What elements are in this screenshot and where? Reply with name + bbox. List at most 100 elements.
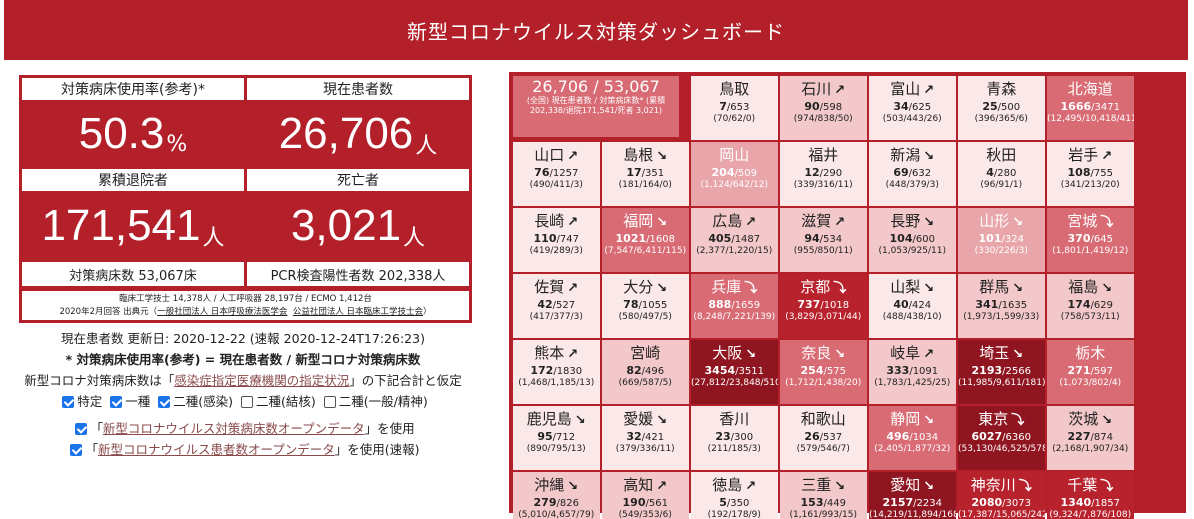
patients-per-beds: 1666/3471 [1060,100,1120,113]
prefecture-cell[interactable]: 鹿児島 ↘ 95/712 (890/795/13) [513,406,600,470]
checkbox-beds-opendata[interactable] [75,423,88,435]
patients-per-beds: 2080/3073 [971,496,1031,509]
patients-opendata-link[interactable]: 新型コロナウイルス患者数オープンデータ [97,442,335,457]
prefecture-cell[interactable]: 富山 ↗ 34/625 (503/443/26) [869,76,956,140]
trend-up-icon: ↗ [745,215,757,230]
prefecture-cell[interactable]: 愛媛 ↘ 32/421 (379/336/11) [602,406,689,470]
checkbox-isshu[interactable] [110,396,123,408]
prefecture-cell[interactable]: 秋田 4/280 (96/91/1) [958,142,1045,206]
prefecture-cell[interactable]: 福島 ↘ 174/629 (758/573/11) [1047,274,1134,338]
prefecture-cell[interactable]: 東京 ⤵ 6027/6360 (53,130/46,525/578) [958,406,1045,470]
prefecture-cell[interactable]: 熊本 ↗ 172/1830 (1,468/1,185/13) [513,340,600,404]
checkbox-tokutei[interactable] [62,396,75,408]
prefecture-cell[interactable]: 徳島 ↗ 5/350 (192/178/9) [691,472,778,519]
prefecture-cell[interactable]: 岡山 204/509 (1,124/642/12) [691,142,778,206]
prefecture-cell[interactable]: 高知 ↗ 190/561 (549/353/6) [602,472,689,519]
stats-panel: 対策病床使用率(参考)* 現在患者数 50.3% 26,706 人 累積退院者 死… [19,75,472,323]
prefecture-detail: (1,161/993/15) [789,510,857,519]
prefecture-cell[interactable]: 香川 23/300 (211/185/3) [691,406,778,470]
prefecture-cell[interactable]: 島根 ↘ 17/351 (181/164/0) [602,142,689,206]
checkbox-nishu-kekkaku[interactable] [241,396,254,408]
patients-per-beds: 204/509 [711,166,757,179]
prefecture-detail: (1,801/1,419/12) [1052,246,1129,256]
beds-opendata-link[interactable]: 新型コロナウイルス対策病床数オープンデータ [102,421,365,436]
prefecture-cell[interactable]: 岩手 ↗ 108/755 (341/213/20) [1047,142,1134,206]
prefecture-cell[interactable]: 沖縄 ↘ 279/826 (5,010/4,657/79) [513,472,600,519]
prefecture-cell[interactable]: 福岡 ↘ 1021/1608 (7,547/6,411/115) [602,208,689,272]
prefecture-cell[interactable]: 岐阜 ↗ 333/1091 (1,783/1,425/25) [869,340,956,404]
designated-hospitals-link[interactable]: 感染症指定医療機関の指定状況 [174,373,350,388]
prefecture-name: 山梨 ↘ [869,274,956,298]
prefecture-cell[interactable]: 京都 ⤵ 737/1018 (3,829/3,071/44) [780,274,867,338]
trend-flat-icon: ↘ [1012,281,1024,296]
prefecture-detail: (341/213/20) [1060,180,1120,190]
patients-per-beds: 108/755 [1067,166,1113,179]
prefecture-cell[interactable]: 神奈川 ⤵ 2080/3073 (17,387/15,065/242) [958,472,1045,519]
prefecture-cell[interactable]: 山梨 ↘ 40/424 (488/438/10) [869,274,956,338]
prefecture-cell[interactable]: 茨城 ↘ 227/874 (2,168/1,907/34) [1047,406,1134,470]
page-title: 新型コロナウイルス対策ダッシュボード [407,19,785,44]
prefecture-cell[interactable]: 新潟 ↘ 69/632 (448/379/3) [869,142,956,206]
prefecture-cell[interactable]: 奈良 ↘ 254/575 (1,712/1,438/20) [780,340,867,404]
patients-per-beds: 271/597 [1067,364,1113,377]
checkbox-patients-opendata[interactable] [70,444,83,456]
source-link-jsrcm[interactable]: 一般社団法人 日本呼吸療法医学会 [157,307,288,317]
prefecture-cell[interactable]: 大阪 ↘ 3454/3511 (27,812/23,848/510) [691,340,778,404]
prefecture-cell[interactable]: 長崎 ↗ 110/747 (419/289/3) [513,208,600,272]
prefecture-name: 神奈川 ⤵ [958,472,1045,496]
checkbox-nishu-ippan[interactable] [323,396,336,408]
prefecture-name: 群馬 ↘ [958,274,1045,298]
prefecture-cell[interactable]: 千葉 ⤵ 1340/1857 (9,324/7,876/108) [1047,472,1134,519]
prefecture-detail: (2,405/1,877/32) [874,444,951,454]
prefecture-cell[interactable]: 栃木 271/597 (1,073/802/4) [1047,340,1134,404]
trend-flat-icon: ↘ [656,215,668,230]
prefecture-detail: (974/838/50) [793,114,853,124]
patients-per-beds: 737/1018 [797,298,850,311]
prefecture-cell[interactable]: 広島 ↗ 405/1487 (2,377/1,220/15) [691,208,778,272]
prefecture-cell[interactable]: 大分 ↘ 78/1055 (580/497/5) [602,274,689,338]
prefecture-grid: 26,706 / 53,067 (全国) 現在患者数 / 対策病床数* (累積2… [509,72,1186,519]
prefecture-name: 沖縄 ↘ [513,472,600,496]
prefecture-detail: (1,124/642/12) [700,180,768,190]
prefecture-cell[interactable]: 静岡 ↘ 496/1034 (2,405/1,877/32) [869,406,956,470]
patients-per-beds: 888/1659 [708,298,761,311]
prefecture-cell[interactable]: 北海道 1666/3471 (12,495/10,418/411) [1047,76,1134,140]
bed-rate-label: 対策病床使用率(参考)* [22,78,244,100]
prefecture-cell[interactable]: 宮城 ⤵ 370/645 (1,801/1,419/12) [1047,208,1134,272]
prefecture-cell[interactable]: 長野 ↘ 104/600 (1,053/925/11) [869,208,956,272]
prefecture-cell[interactable]: 愛知 ↘ 2157/2234 (14,219/11,894/168) [869,472,956,519]
prefecture-detail: (579/546/7) [796,444,850,454]
patients-per-beds: 90/598 [804,100,843,113]
prefecture-cell[interactable]: 兵庫 ⤵ 888/1659 (8,248/7,221/139) [691,274,778,338]
prefecture-detail: (503/443/26) [882,114,942,124]
patients-per-beds: 3454/3511 [704,364,764,377]
prefecture-cell[interactable]: 山形 ↘ 101/324 (330/226/3) [958,208,1045,272]
patients-label: 現在患者数 [247,78,469,100]
trend-flat-icon: ↘ [1101,413,1113,428]
prefecture-cell[interactable]: 滋賀 ↗ 94/534 (955/850/11) [780,208,867,272]
national-summary-cell[interactable]: 26,706 / 53,067 (全国) 現在患者数 / 対策病床数* (累積2… [513,76,679,137]
prefecture-cell[interactable]: 鳥取 7/653 (70/62/0) [691,76,778,140]
prefecture-name: 愛媛 ↘ [602,406,689,430]
prefecture-cell[interactable]: 三重 ↘ 153/449 (1,161/993/15) [780,472,867,519]
prefecture-cell[interactable]: 青森 25/500 (396/365/6) [958,76,1045,140]
source-link-jace[interactable]: 公益社団法人 日本臨床工学技士会 [292,307,424,317]
prefecture-cell[interactable]: 群馬 ↘ 341/1635 (1,973/1,599/33) [958,274,1045,338]
prefecture-name: 佐賀 ↗ [513,274,600,298]
prefecture-cell[interactable]: 宮崎 82/496 (669/587/5) [602,340,689,404]
prefecture-cell[interactable]: 佐賀 ↗ 42/527 (417/377/3) [513,274,600,338]
prefecture-cell[interactable]: 埼玉 ↘ 2193/2566 (11,985/9,611/181) [958,340,1045,404]
prefecture-cell[interactable]: 福井 12/290 (339/316/11) [780,142,867,206]
beds-definition: 新型コロナ対策病床数は「感染症指定医療機関の指定状況」の下記合計と仮定 [24,373,462,388]
prefecture-cell[interactable]: 石川 ↗ 90/598 (974/838/50) [780,76,867,140]
patients-per-beds: 190/561 [622,496,668,509]
prefecture-cell[interactable]: 山口 ↗ 76/1257 (490/411/3) [513,142,600,206]
patients-per-beds: 95/712 [537,430,576,443]
trend-flat-icon: ↘ [1012,347,1024,362]
updated-text: 現在患者数 更新日: 2020-12-22 (速報 2020-12-24T17:… [61,331,425,346]
patients-per-beds: 5/350 [719,496,750,509]
checkbox-nishu-kansen[interactable] [158,396,171,408]
prefecture-name: 大分 ↘ [602,274,689,298]
prefecture-detail: (211/185/3) [707,444,761,454]
prefecture-cell[interactable]: 和歌山 26/537 (579/546/7) [780,406,867,470]
